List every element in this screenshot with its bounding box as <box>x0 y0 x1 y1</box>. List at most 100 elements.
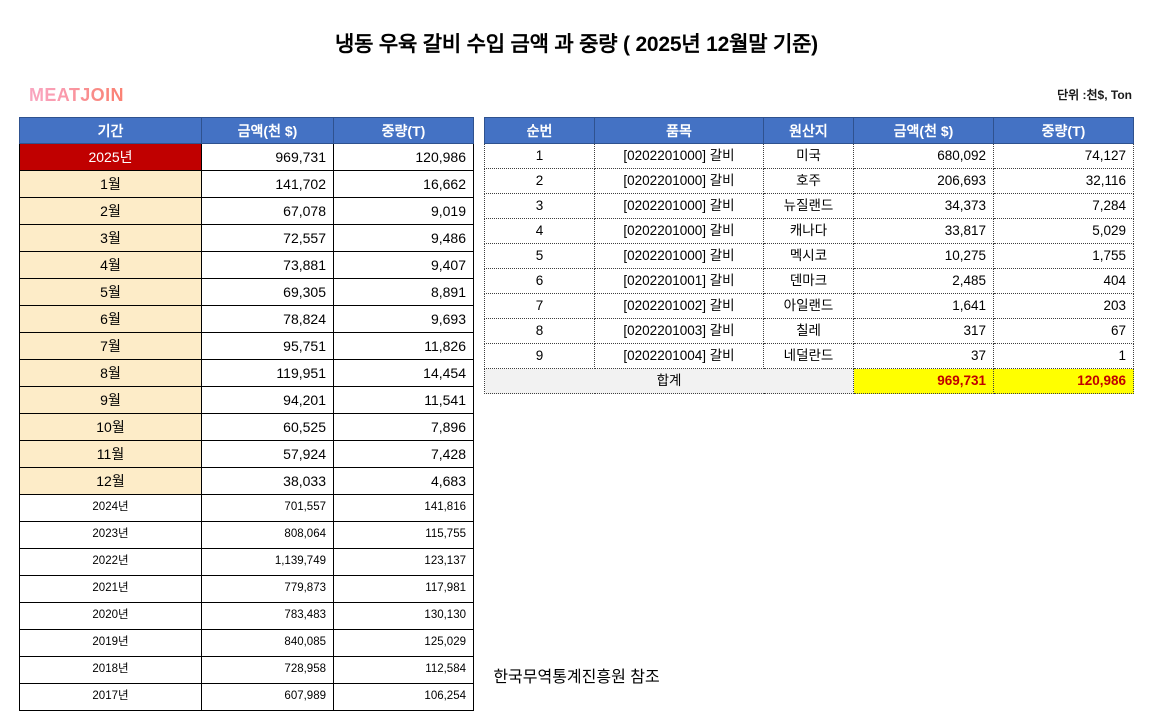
table-row: 2024년 701,557 141,816 <box>19 494 474 522</box>
period-cell: 7월 <box>19 332 202 360</box>
origin-cell: 미국 <box>763 143 854 169</box>
item-cell: [0202201004] 갈비 <box>594 343 764 369</box>
weight-cell: 32,116 <box>993 168 1134 194</box>
total-row: 합계 969,731 120,986 <box>484 368 1134 394</box>
table-row: 3 [0202201000] 갈비 뉴질랜드 34,373 7,284 <box>484 193 1134 219</box>
weight-cell: 16,662 <box>333 170 474 198</box>
table-row: 12월 38,033 4,683 <box>19 467 474 495</box>
weight-cell: 404 <box>993 268 1134 294</box>
weight-cell: 123,137 <box>333 548 474 576</box>
origin-table-header-weight: 중량(T) <box>993 117 1134 144</box>
weight-cell: 9,693 <box>333 305 474 333</box>
weight-cell: 130,130 <box>333 602 474 630</box>
table-row: 2017년 607,989 106,254 <box>19 683 474 711</box>
no-cell: 3 <box>484 193 595 219</box>
amount-cell: 60,525 <box>201 413 334 441</box>
period-cell: 2017년 <box>19 683 202 711</box>
table-row: 2019년 840,085 125,029 <box>19 629 474 657</box>
table-row: 7월 95,751 11,826 <box>19 332 474 360</box>
weight-cell: 7,428 <box>333 440 474 468</box>
total-weight: 120,986 <box>993 368 1134 394</box>
amount-cell: 783,483 <box>201 602 334 630</box>
period-cell: 8월 <box>19 359 202 387</box>
amount-cell: 141,702 <box>201 170 334 198</box>
no-cell: 7 <box>484 293 595 319</box>
origin-breakdown-table: 순번 품목 원산지 금액(천 $) 중량(T) 1 [0202201000] 갈비… <box>484 117 1134 394</box>
table-row: 6 [0202201001] 갈비 덴마크 2,485 404 <box>484 268 1134 294</box>
weight-cell: 1 <box>993 343 1134 369</box>
weight-cell: 4,683 <box>333 467 474 495</box>
weight-cell: 115,755 <box>333 521 474 549</box>
no-cell: 6 <box>484 268 595 294</box>
total-label: 합계 <box>484 368 854 394</box>
weight-cell: 7,284 <box>993 193 1134 219</box>
amount-cell: 67,078 <box>201 197 334 225</box>
origin-cell: 덴마크 <box>763 268 854 294</box>
weight-cell: 1,755 <box>993 243 1134 269</box>
period-summary-table: 기간 금액(천 $) 중량(T) 2025년 969,731 120,986 1월 14… <box>19 117 474 711</box>
weight-cell: 9,486 <box>333 224 474 252</box>
origin-cell: 칠레 <box>763 318 854 344</box>
table-row: 2021년 779,873 117,981 <box>19 575 474 603</box>
table-row: 5월 69,305 8,891 <box>19 278 474 306</box>
period-cell: 4월 <box>19 251 202 279</box>
item-cell: [0202201000] 갈비 <box>594 168 764 194</box>
amount-cell: 607,989 <box>201 683 334 711</box>
amount-cell: 1,641 <box>853 293 994 319</box>
amount-cell: 840,085 <box>201 629 334 657</box>
origin-table-header-item: 품목 <box>594 117 764 144</box>
item-cell: [0202201001] 갈비 <box>594 268 764 294</box>
amount-cell: 72,557 <box>201 224 334 252</box>
table-row: 9 [0202201004] 갈비 네덜란드 37 1 <box>484 343 1134 369</box>
origin-table-body: 1 [0202201000] 갈비 미국 680,092 74,127 2 [0202201… <box>484 143 1134 394</box>
amount-cell: 78,824 <box>201 305 334 333</box>
item-cell: [0202201000] 갈비 <box>594 243 764 269</box>
weight-cell: 203 <box>993 293 1134 319</box>
weight-cell: 8,891 <box>333 278 474 306</box>
table-row: 2022년 1,139,749 123,137 <box>19 548 474 576</box>
amount-cell: 969,731 <box>201 143 334 171</box>
weight-cell: 5,029 <box>993 218 1134 244</box>
page-title: 냉동 우육 갈비 수입 금액 과 중량 ( 2025년 12월말 기준) <box>335 33 818 56</box>
weight-cell: 117,981 <box>333 575 474 603</box>
amount-cell: 119,951 <box>201 359 334 387</box>
weight-cell: 9,407 <box>333 251 474 279</box>
total-amount: 969,731 <box>853 368 994 394</box>
table-row: 9월 94,201 11,541 <box>19 386 474 414</box>
origin-table-header-row: 순번 품목 원산지 금액(천 $) 중량(T) <box>484 117 1134 144</box>
table-row: 5 [0202201000] 갈비 멕시코 10,275 1,755 <box>484 243 1134 269</box>
origin-cell: 멕시코 <box>763 243 854 269</box>
period-cell: 9월 <box>19 386 202 414</box>
table-row: 2018년 728,958 112,584 <box>19 656 474 684</box>
period-table-body: 2025년 969,731 120,986 1월 141,702 16,662 2월 67,0… <box>19 143 474 711</box>
item-cell: [0202201000] 갈비 <box>594 193 764 219</box>
amount-cell: 779,873 <box>201 575 334 603</box>
table-row: 1 [0202201000] 갈비 미국 680,092 74,127 <box>484 143 1134 169</box>
period-cell: 2025년 <box>19 143 202 171</box>
weight-cell: 120,986 <box>333 143 474 171</box>
origin-table-header-no: 순번 <box>484 117 595 144</box>
table-row: 2023년 808,064 115,755 <box>19 521 474 549</box>
origin-table-header-origin: 원산지 <box>763 117 854 144</box>
weight-cell: 74,127 <box>993 143 1134 169</box>
amount-cell: 34,373 <box>853 193 994 219</box>
period-cell: 2018년 <box>19 656 202 684</box>
period-cell: 2021년 <box>19 575 202 603</box>
period-cell: 6월 <box>19 305 202 333</box>
origin-table-header-amount: 금액(천 $) <box>853 117 994 144</box>
period-cell: 3월 <box>19 224 202 252</box>
period-cell: 11월 <box>19 440 202 468</box>
amount-cell: 317 <box>853 318 994 344</box>
table-row: 11월 57,924 7,428 <box>19 440 474 468</box>
table-row: 8 [0202201003] 갈비 칠레 317 67 <box>484 318 1134 344</box>
period-table-header-weight: 중량(T) <box>333 117 474 144</box>
no-cell: 5 <box>484 243 595 269</box>
table-row: 2월 67,078 9,019 <box>19 197 474 225</box>
table-row: 2020년 783,483 130,130 <box>19 602 474 630</box>
period-cell: 2020년 <box>19 602 202 630</box>
period-cell: 12월 <box>19 467 202 495</box>
weight-cell: 141,816 <box>333 494 474 522</box>
origin-cell: 캐나다 <box>763 218 854 244</box>
period-cell: 5월 <box>19 278 202 306</box>
amount-cell: 94,201 <box>201 386 334 414</box>
